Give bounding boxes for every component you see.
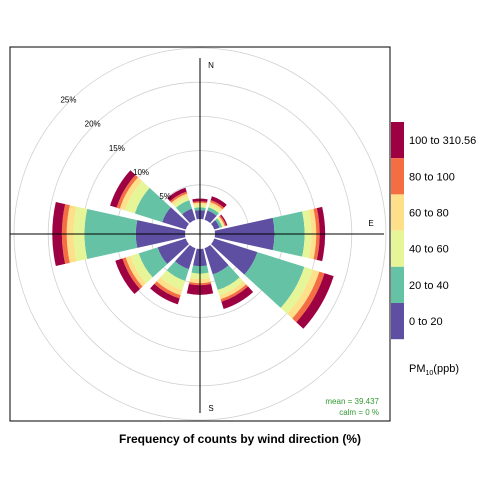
wedge-segment (122, 257, 143, 289)
radial-tick-label: 20% (85, 120, 101, 129)
wedge-segment (125, 180, 150, 214)
calm-annotation: calm = 0 % (339, 408, 379, 417)
legend-swatch (391, 158, 404, 195)
legend-label: 60 to 80 (409, 208, 449, 220)
wedge-segment (211, 238, 258, 275)
legend-label: 80 to 100 (409, 171, 455, 183)
wedge-segment (176, 200, 192, 215)
radial-tick-labels: 5% 10% 15% 20% 25% (60, 95, 171, 201)
radial-tick-label: 5% (159, 192, 171, 201)
wedge-segment (175, 245, 196, 270)
wedge-segment (171, 193, 189, 205)
wedge-segment (244, 252, 305, 308)
legend-label: 100 to 310.56 (409, 135, 476, 147)
legend-label: 40 to 60 (409, 244, 449, 256)
chart-title: Frequency of counts by wind direction (%… (119, 432, 361, 446)
wedge-segment (217, 217, 224, 228)
wedge-segment (156, 277, 183, 296)
compass-north-label: N (208, 61, 214, 70)
compass-east-label: E (368, 219, 373, 228)
wedge-segment (207, 207, 219, 216)
wedge-segment (215, 218, 223, 228)
wedge-segment (138, 247, 168, 278)
wedge-segment (209, 202, 223, 212)
wedge-segment (219, 281, 247, 300)
wedge-segment (220, 284, 249, 302)
wedge-segment (296, 273, 334, 329)
compass-axes (10, 58, 384, 413)
wedge-segment (204, 210, 217, 223)
wedge-segment (154, 281, 181, 299)
wedge-segment (280, 266, 313, 314)
wedge-segment (162, 207, 189, 230)
legend-swatch (391, 303, 404, 340)
radial-tick-label: 15% (109, 144, 125, 153)
wedge-segment (287, 269, 320, 319)
wedge-segment (212, 265, 240, 291)
legend-title-main: PM (409, 363, 426, 375)
wedge-segment (130, 253, 153, 284)
wedge-segment (208, 204, 221, 214)
wedge-segment (219, 215, 227, 227)
wedge-segment (116, 174, 139, 209)
wedge-segment (292, 271, 325, 323)
wedge-segment (210, 196, 227, 208)
legend-title-subscript: 10 (426, 370, 434, 377)
wedge-segment (210, 200, 224, 210)
wedge-segment (119, 177, 143, 211)
wedge-segment (160, 270, 186, 291)
wedge-segment (167, 187, 187, 202)
wedge-segment (182, 208, 196, 223)
legend-swatch (391, 266, 404, 303)
legend-swatch (391, 194, 404, 231)
mean-annotation: mean = 39.437 (325, 397, 379, 406)
radial-tick-label: 10% (133, 168, 149, 177)
legend-label: 20 to 40 (409, 280, 449, 292)
wedge-segment (218, 216, 225, 227)
wedge-segment (217, 277, 244, 296)
wedge-segment (150, 283, 180, 305)
legend-swatch (391, 122, 404, 159)
wedge-segment (166, 261, 189, 281)
wedge-segment (110, 170, 136, 208)
wedge-segment (211, 220, 220, 230)
wedge-segment (220, 214, 228, 226)
compass-south-label: S (208, 404, 213, 413)
wedge-segment (169, 191, 188, 203)
wedge-segment (204, 245, 229, 275)
direction-wedges (52, 170, 334, 329)
legend-title: PM10(ppb) (409, 363, 459, 377)
legend-title-unit: (ppb) (433, 363, 459, 375)
wedge-segment (221, 286, 254, 309)
wedge-segment (134, 187, 171, 223)
wedge-segment (125, 255, 147, 287)
radial-tick-label: 25% (60, 95, 76, 104)
legend-label: 0 to 20 (409, 316, 443, 328)
wedge-segment (173, 196, 190, 208)
wedge-segment (157, 238, 189, 265)
legend: 100 to 310.56 80 to 100 60 to 80 40 to 60 20… (391, 122, 476, 340)
legend-swatch (391, 230, 404, 267)
wedge-segment (115, 258, 141, 295)
